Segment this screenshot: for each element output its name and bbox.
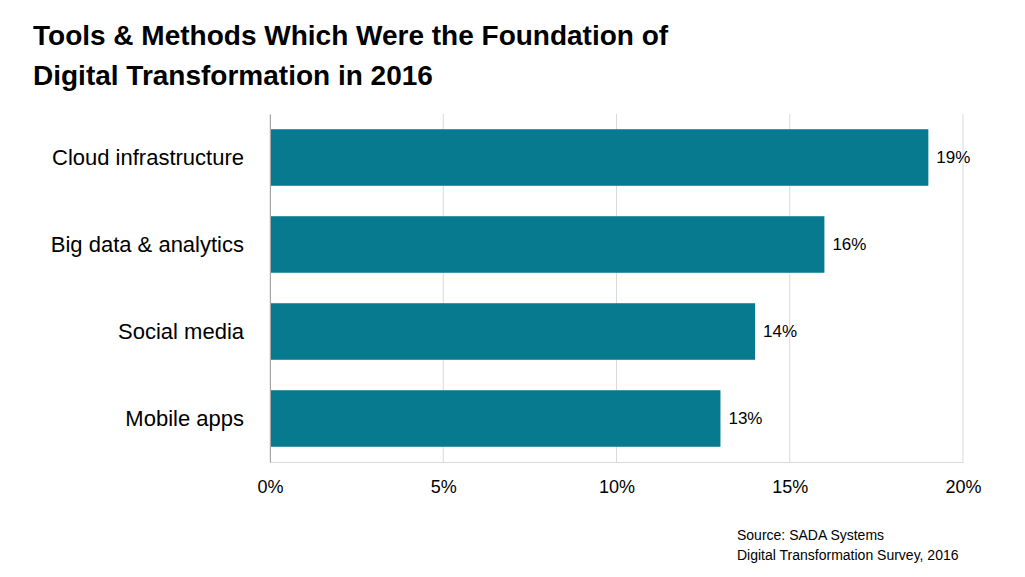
y-tick-label: Social media — [118, 319, 245, 344]
grid-line — [270, 114, 271, 462]
x-tick: 0% — [257, 462, 283, 497]
x-tick: 20% — [945, 462, 981, 497]
y-tick: Big data & analytics — [51, 232, 270, 257]
title-line: Tools & Methods Which Were the Foundatio… — [33, 20, 669, 51]
y-tick-label: Mobile apps — [125, 406, 244, 431]
x-axis-line — [271, 462, 964, 463]
data-labels: 19% 16% 14% 13% — [728, 148, 970, 428]
bar — [270, 129, 928, 186]
title: Tools & Methods Which Were the Foundatio… — [33, 20, 669, 91]
data-label: 13% — [728, 409, 762, 428]
x-tick: 15% — [772, 462, 808, 497]
y-tick: Social media — [118, 319, 270, 344]
x-tick-label: 10% — [599, 477, 635, 497]
grid — [270, 114, 963, 462]
y-tick: Cloud infrastructure — [52, 145, 270, 170]
data-label: 16% — [832, 235, 866, 254]
x-tick: 5% — [431, 462, 457, 497]
x-tick: 10% — [599, 462, 635, 497]
bars — [270, 129, 928, 447]
y-tick-label: Cloud infrastructure — [52, 145, 244, 170]
source: Source: SADA Systems Digital Transformati… — [737, 527, 959, 563]
y-axis-line — [270, 115, 271, 463]
bar — [270, 303, 755, 360]
x-tick-label: 20% — [945, 477, 981, 497]
data-label: 14% — [763, 322, 797, 341]
title-line: Digital Transformation in 2016 — [33, 60, 433, 91]
x-axis: 0% 5% 10% 15% 20% — [257, 462, 981, 497]
bar — [270, 390, 720, 447]
y-tick: Mobile apps — [125, 406, 270, 431]
chart: Tools & Methods Which Were the Foundatio… — [0, 0, 1025, 577]
source-line: Source: SADA Systems — [737, 527, 884, 543]
x-tick-label: 5% — [431, 477, 457, 497]
y-tick-label: Big data & analytics — [51, 232, 244, 257]
source-line: Digital Transformation Survey, 2016 — [737, 547, 959, 563]
x-tick-label: 0% — [257, 477, 283, 497]
bar — [270, 216, 824, 273]
x-tick-label: 15% — [772, 477, 808, 497]
y-axis: Cloud infrastructure Big data & analytics… — [51, 115, 271, 463]
data-label: 19% — [936, 148, 970, 167]
